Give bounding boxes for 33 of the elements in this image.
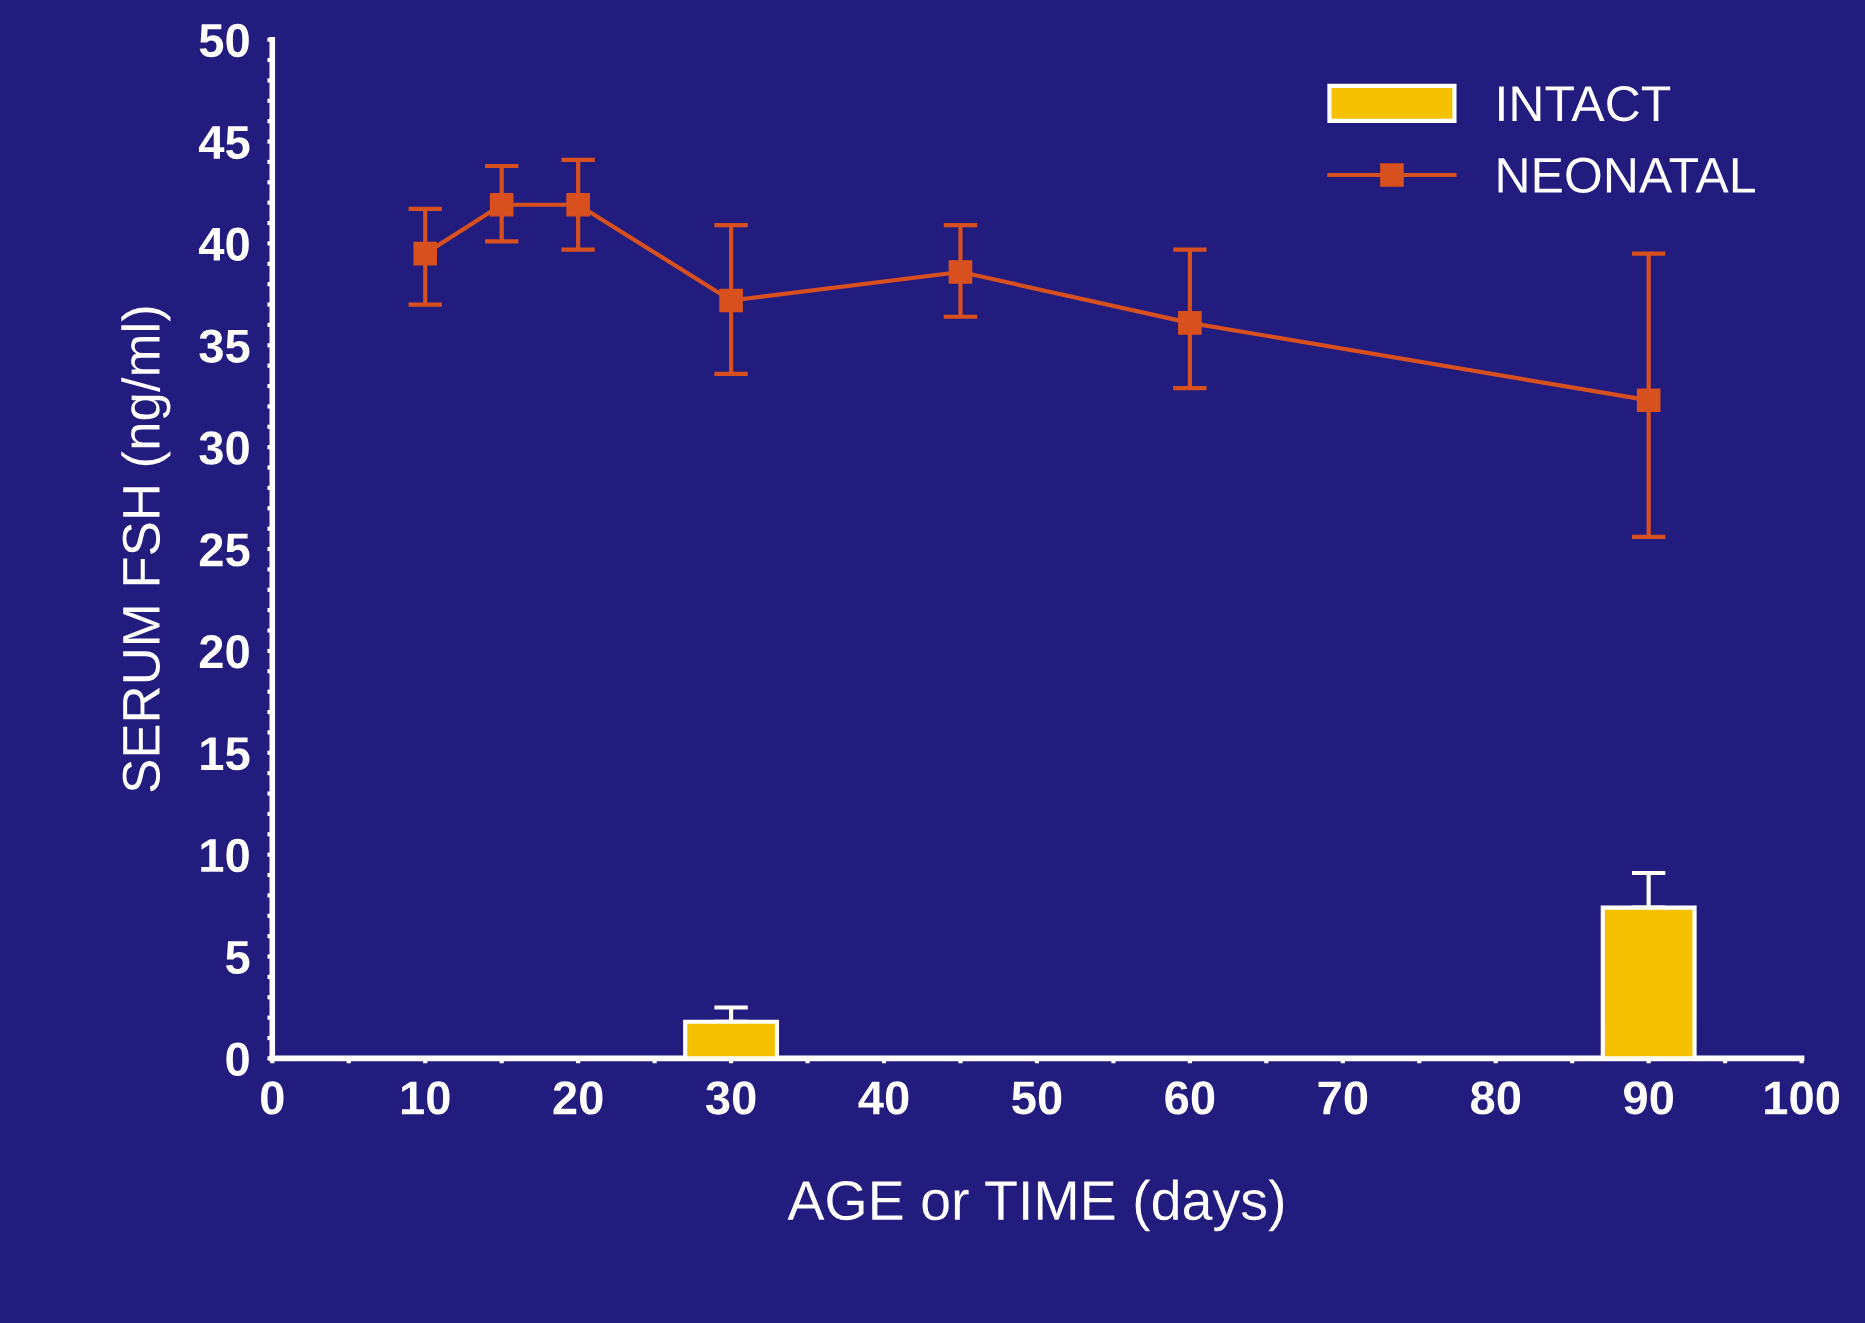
- x-tick-label: 0: [261, 1081, 284, 1115]
- x-tick-label: 20: [553, 1081, 603, 1115]
- y-tick-label: 50: [199, 23, 249, 58]
- point: [719, 288, 743, 313]
- y-tick-label: 35: [199, 329, 250, 363]
- y-tick-label: 25: [199, 533, 250, 567]
- point: [1178, 311, 1202, 335]
- x-axis-title: AGE or TIME (days): [787, 1179, 1284, 1232]
- y-tick-label: 45: [198, 126, 250, 160]
- point: [948, 260, 973, 284]
- legend-label: INTACT: [1499, 86, 1671, 122]
- x-tick-label: 10: [401, 1081, 450, 1115]
- x-tick-label: 40: [858, 1081, 909, 1115]
- y-tick-label: 15: [201, 737, 250, 771]
- y-tick-label: 40: [198, 227, 249, 262]
- point: [489, 192, 514, 217]
- y-tick-label: 20: [199, 635, 249, 669]
- point: [1636, 388, 1661, 413]
- y-tick-label: 30: [199, 431, 249, 465]
- x-tick-label: 50: [1012, 1081, 1062, 1115]
- point: [566, 192, 590, 217]
- y-tick-label: 10: [201, 838, 249, 873]
- point: [413, 241, 438, 266]
- x-tick-label: 70: [1318, 1081, 1368, 1115]
- x-tick-label: 30: [705, 1081, 756, 1115]
- y-axis-title: SERUM FSH (ng/ml): [121, 307, 171, 792]
- x-tick-label: 100: [1765, 1081, 1840, 1115]
- y-tick-label: 5: [225, 941, 250, 975]
- x-tick-label: 80: [1470, 1081, 1521, 1115]
- y-tick-label: 0: [226, 1042, 249, 1076]
- x-tick-label: 60: [1165, 1081, 1215, 1115]
- x-tick-label: 90: [1624, 1081, 1673, 1115]
- legend-label: NEONATAL: [1498, 157, 1755, 194]
